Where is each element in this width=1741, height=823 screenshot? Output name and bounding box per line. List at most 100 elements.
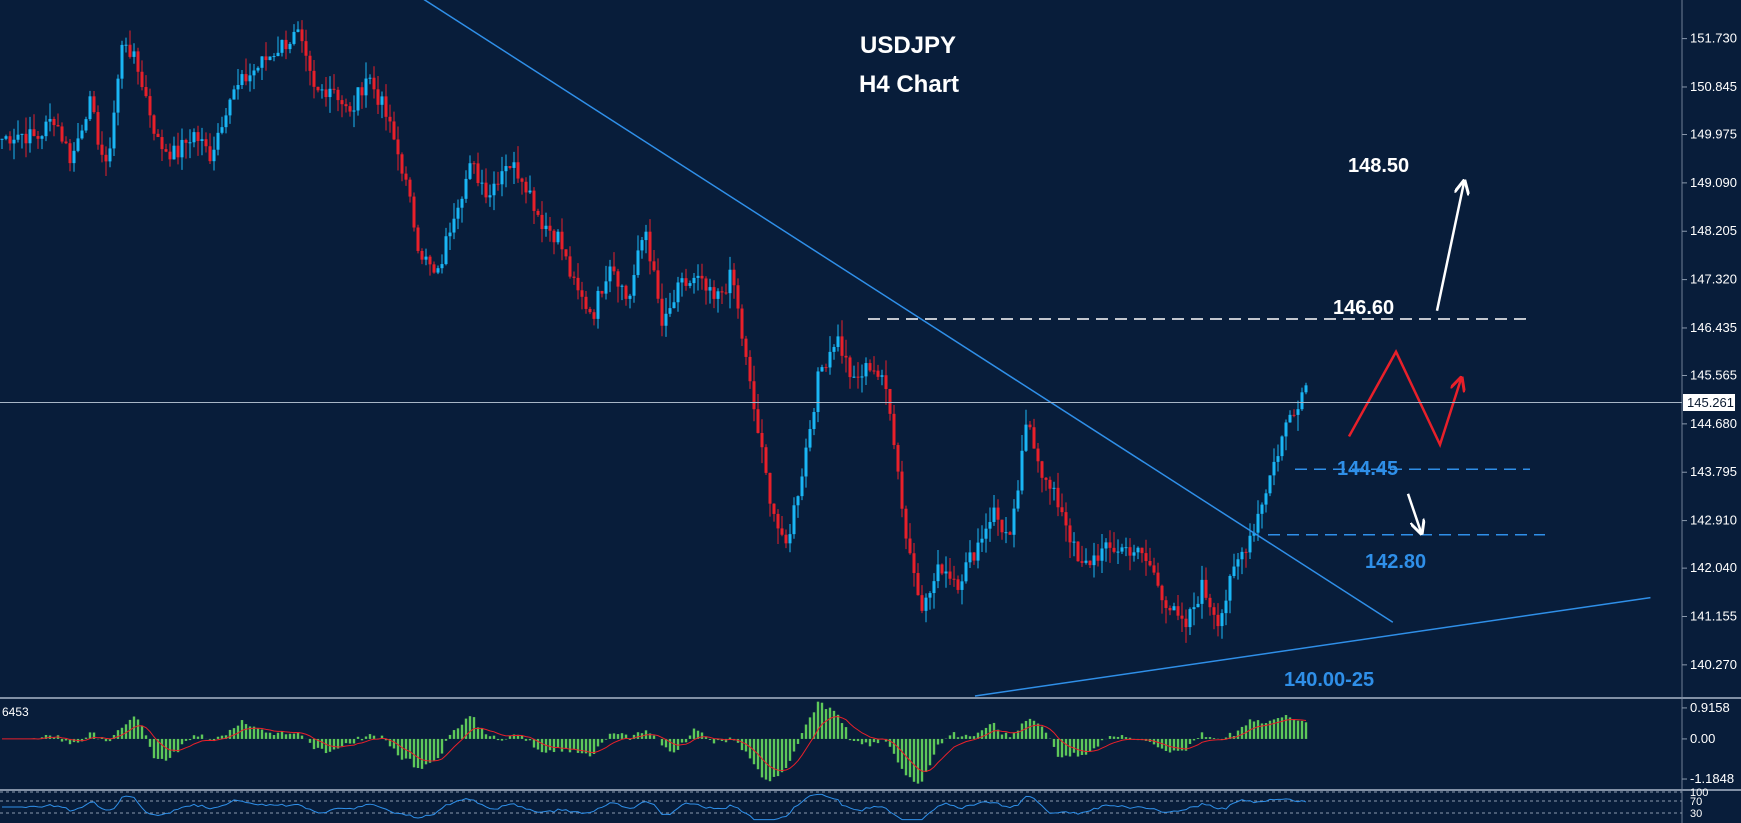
candle-body	[88, 96, 92, 120]
candle-body	[244, 74, 248, 82]
macd-histogram-bar	[900, 738, 904, 769]
macd-histogram-bar	[1280, 717, 1284, 739]
macd-histogram-bar	[1128, 737, 1132, 739]
macd-histogram-bar	[428, 738, 432, 763]
candle-body	[592, 312, 596, 319]
macd-histogram-bar	[960, 736, 964, 739]
macd-histogram-bar	[192, 735, 196, 739]
candle-body	[220, 127, 224, 133]
candle-body	[876, 370, 880, 377]
candle-body	[1260, 504, 1264, 514]
macd-histogram-bar	[1000, 734, 1004, 739]
candle-body	[1256, 513, 1260, 533]
level-146-60-label: 146.60	[1333, 297, 1394, 319]
macd-tick-label-0: 0.9158	[1690, 700, 1730, 715]
chart-subtitle: H4 Chart	[859, 71, 960, 98]
macd-histogram-bar	[424, 738, 428, 765]
candle-body	[1228, 576, 1232, 601]
macd-histogram-bar	[368, 734, 372, 739]
candle-body	[696, 275, 700, 278]
macd-histogram-bar	[860, 738, 864, 745]
macd-histogram-bar	[164, 738, 168, 761]
candle-body	[908, 538, 912, 554]
candle-body	[340, 100, 344, 105]
candle-body	[860, 376, 864, 378]
candle-body	[40, 136, 44, 139]
candle-body	[816, 371, 820, 413]
candle-body	[808, 429, 812, 448]
macd-histogram-bar	[1028, 718, 1032, 739]
price-axis: 151.730 150.845 149.975 149.090 148.205 147.3…	[1682, 31, 1737, 672]
macd-histogram-bar	[764, 738, 768, 780]
candle-body	[432, 264, 436, 273]
macd-histogram-bar	[216, 736, 220, 739]
macd-histogram-bar	[508, 735, 512, 739]
candle-body	[1212, 607, 1216, 615]
upside-target-arrow	[1435, 182, 1464, 312]
macd-histogram-bar	[916, 738, 920, 784]
candle-body	[888, 389, 892, 414]
macd-histogram-bar	[592, 738, 596, 755]
candle-body	[1272, 461, 1276, 476]
candle-body	[80, 130, 84, 139]
candle-body	[608, 266, 612, 282]
macd-histogram-bar	[660, 738, 664, 746]
candle-body	[468, 163, 472, 179]
macd-histogram-bar	[620, 733, 624, 739]
candle-body	[1092, 555, 1096, 566]
macd-histogram-bar	[412, 738, 416, 768]
candle-body	[476, 163, 480, 184]
candle-body	[1056, 487, 1060, 508]
macd-histogram-bar	[1096, 738, 1100, 747]
macd-histogram-bar	[80, 738, 84, 742]
macd-histogram-bar	[1032, 720, 1036, 739]
candle-body	[896, 445, 900, 472]
macd-histogram-bar	[448, 734, 452, 739]
macd-histogram-bar	[608, 733, 612, 739]
candle-body	[512, 162, 516, 168]
candle-body	[400, 154, 404, 174]
candle-body	[1084, 560, 1088, 563]
candle-body	[564, 249, 568, 257]
macd-histogram-bar	[260, 729, 264, 739]
scenario-path	[1347, 348, 1461, 449]
macd-histogram-bar	[44, 734, 48, 739]
macd-histogram-bar	[532, 738, 536, 748]
macd-histogram-bar	[604, 738, 608, 740]
macd-histogram-bar	[572, 738, 576, 750]
macd-histogram-bar	[1168, 738, 1172, 753]
macd-histogram-bar	[976, 732, 980, 739]
macd-histogram-bar	[1100, 738, 1104, 741]
price-tick-label-11: 142.040	[1690, 560, 1737, 575]
candle-body	[764, 447, 768, 473]
macd-histogram-bar	[1084, 738, 1088, 755]
macd-histogram-bar	[1060, 738, 1064, 758]
candle-body	[248, 75, 252, 82]
candle-body	[1044, 477, 1048, 480]
candle-body	[1148, 561, 1152, 566]
candle-body	[1008, 532, 1012, 535]
candle-body	[100, 144, 104, 155]
macd-histogram-bar	[804, 724, 808, 739]
candle-body	[204, 139, 208, 147]
candle-body	[1276, 456, 1280, 462]
candle-body	[780, 528, 784, 535]
candle-body	[600, 290, 604, 294]
candle-body	[420, 250, 424, 260]
candle-body	[1028, 424, 1032, 428]
macd-histogram-bar	[548, 738, 552, 751]
candle-body	[1156, 572, 1160, 586]
candle-body	[1100, 548, 1104, 561]
macd-histogram-bar	[280, 731, 284, 739]
macd-histogram-bar	[672, 738, 676, 753]
macd-histogram-bar	[692, 728, 696, 739]
macd-histogram-bar	[828, 707, 832, 739]
candle-body	[212, 149, 216, 162]
candle-body	[524, 181, 528, 193]
candle-body	[1012, 508, 1016, 535]
macd-histogram-bar	[792, 738, 796, 752]
candle-body	[1240, 551, 1244, 560]
macd-histogram-bar	[156, 738, 160, 759]
macd-histogram-bar	[696, 730, 700, 739]
